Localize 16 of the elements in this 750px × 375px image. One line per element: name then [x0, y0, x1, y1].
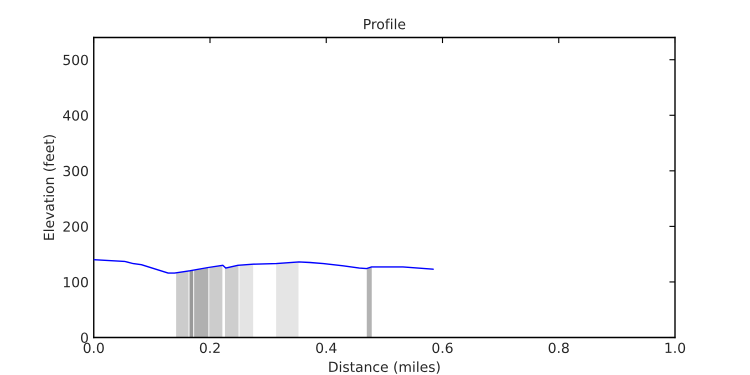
chart-title: Profile — [364, 18, 406, 30]
y-tick-label: 300 — [63, 166, 88, 176]
x-axis-title: Distance (miles) — [329, 361, 440, 374]
y-tick-label: 500 — [63, 54, 88, 66]
x-tick-label: 0.8 — [548, 342, 569, 354]
x-tick-label: 0.0 — [84, 342, 104, 354]
line-series — [94, 259, 434, 274]
x-tick-label: 0.6 — [432, 342, 453, 354]
y-tick-label: 0 — [80, 332, 88, 343]
y-tick-label: 200 — [63, 221, 88, 232]
x-tick-label: 1.0 — [665, 342, 686, 354]
x-tick-label: 0.2 — [200, 342, 220, 354]
x-tick-label: 0.4 — [316, 342, 337, 354]
y-tick-label: 400 — [63, 110, 88, 121]
y-tick-label: 100 — [64, 276, 88, 288]
y-axis-title: Elevation (feet) — [43, 135, 56, 240]
